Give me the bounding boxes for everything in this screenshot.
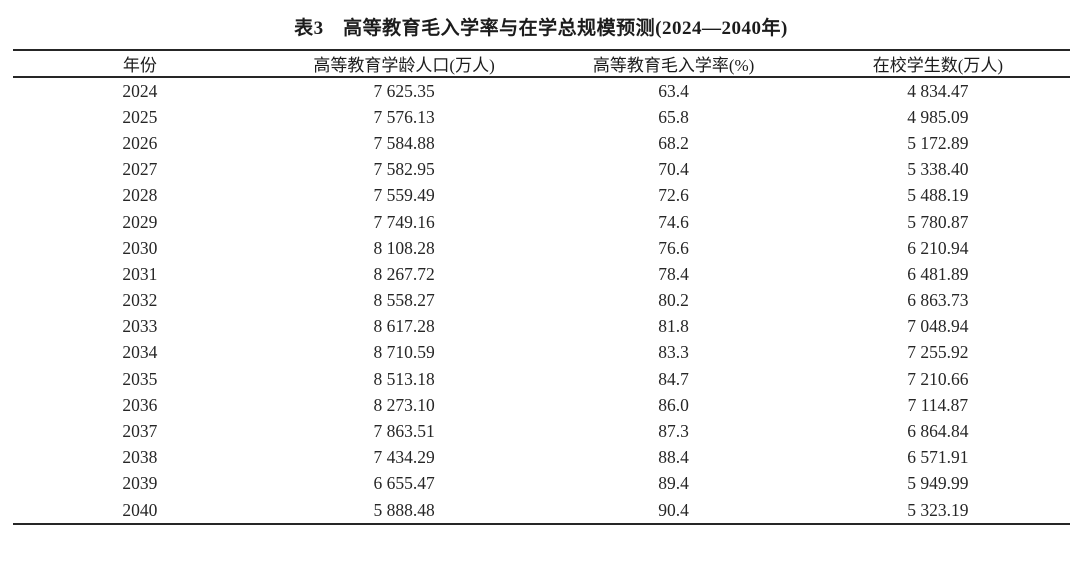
gross-enrollment-rate-cell: 83.3 [658,342,689,363]
table-row: 2029 7 749.16 74.6 5 780.87 [13,209,1070,235]
enrolled-students-cell: 6 864.84 [907,421,969,442]
school-age-population-cell: 7 582.95 [373,159,435,180]
school-age-population-cell: 8 267.72 [373,263,435,284]
gross-enrollment-rate-cell: 74.6 [658,211,689,232]
gross-enrollment-rate-cell: 68.2 [658,132,689,153]
table-row: 2038 7 434.29 88.4 6 571.91 [13,445,1070,471]
enrolled-students-cell: 5 172.89 [907,132,969,153]
table-row: 2031 8 267.72 78.4 6 481.89 [13,261,1070,287]
gross-enrollment-rate-cell: 76.6 [658,237,689,258]
school-age-population-cell: 6 655.47 [373,473,435,494]
table-row: 2025 7 576.13 65.8 4 985.09 [13,104,1070,130]
school-age-population-cell: 7 625.35 [373,80,435,101]
enrolled-students-cell: 5 323.19 [907,499,969,520]
enrolled-students-cell: 7 255.92 [907,342,969,363]
year-cell: 2031 [122,263,158,284]
school-age-population-cell: 5 888.48 [373,499,435,520]
table-row: 2024 7 625.35 63.4 4 834.47 [13,77,1070,104]
school-age-population-cell: 8 108.28 [373,237,435,258]
school-age-population-cell: 7 863.51 [373,421,435,442]
paper-table-figure: 表3 高等教育毛入学率与在学总规模预测(2024—2040年) 年份 高等教育学… [0,13,1082,561]
school-age-population-cell: 8 710.59 [373,342,435,363]
col-header-school-age-population: 高等教育学龄人口(万人) [313,56,495,75]
col-header-gross-enrollment-rate: 高等教育毛入学率(%) [592,56,755,75]
data-table: 年份 高等教育学龄人口(万人) 高等教育毛入学率(%) 在校学生数(万人) 20… [13,49,1070,526]
gross-enrollment-rate-cell: 72.6 [658,185,689,206]
year-cell: 2035 [122,368,158,389]
school-age-population-cell: 7 559.49 [373,185,435,206]
school-age-population-cell: 8 617.28 [373,316,435,337]
year-cell: 2029 [122,211,158,232]
enrolled-students-cell: 6 863.73 [907,290,969,311]
table-title: 表3 高等教育毛入学率与在学总规模预测(2024—2040年) [294,18,788,39]
gross-enrollment-rate-cell: 80.2 [658,290,689,311]
year-cell: 2030 [122,237,158,258]
enrolled-students-cell: 6 210.94 [907,237,969,258]
school-age-population-cell: 8 558.27 [373,290,435,311]
year-cell: 2027 [122,159,158,180]
school-age-population-cell: 7 584.88 [373,132,435,153]
table-row: 2028 7 559.49 72.6 5 488.19 [13,183,1070,209]
year-cell: 2028 [122,185,158,206]
enrolled-students-cell: 7 114.87 [907,394,969,415]
gross-enrollment-rate-cell: 84.7 [658,368,689,389]
gross-enrollment-rate-cell: 89.4 [658,473,689,494]
school-age-population-cell: 7 576.13 [373,106,435,127]
table-row: 2030 8 108.28 76.6 6 210.94 [13,235,1070,261]
table-row: 2037 7 863.51 87.3 6 864.84 [13,418,1070,444]
enrolled-students-cell: 5 780.87 [907,211,969,232]
table-row: 2039 6 655.47 89.4 5 949.99 [13,471,1070,497]
gross-enrollment-rate-cell: 86.0 [658,394,689,415]
enrolled-students-cell: 4 985.09 [907,106,969,127]
year-cell: 2038 [122,447,158,468]
table-row: 2040 5 888.48 90.4 5 323.19 [13,497,1070,524]
gross-enrollment-rate-cell: 70.4 [658,159,689,180]
enrolled-students-cell: 7 048.94 [907,316,969,337]
enrolled-students-cell: 5 488.19 [907,185,969,206]
school-age-population-cell: 8 513.18 [373,368,435,389]
school-age-population-cell: 7 434.29 [373,447,435,468]
table-row: 2034 8 710.59 83.3 7 255.92 [13,340,1070,366]
table-row: 2027 7 582.95 70.4 5 338.40 [13,157,1070,183]
table-body: 2024 7 625.35 63.4 4 834.47 2025 7 576.13 65.8… [13,77,1070,524]
school-age-population-cell: 7 749.16 [373,211,435,232]
year-cell: 2034 [122,342,158,363]
year-cell: 2037 [122,421,158,442]
enrolled-students-cell: 5 949.99 [907,473,969,494]
col-header-year: 年份 [122,56,157,75]
enrolled-students-cell: 6 481.89 [907,263,969,284]
gross-enrollment-rate-cell: 88.4 [658,447,689,468]
year-cell: 2026 [122,132,158,153]
gross-enrollment-rate-cell: 65.8 [658,106,689,127]
year-cell: 2032 [122,290,158,311]
year-cell: 2040 [122,499,158,520]
table-row: 2035 8 513.18 84.7 7 210.66 [13,366,1070,392]
year-cell: 2025 [122,106,158,127]
gross-enrollment-rate-cell: 78.4 [658,263,689,284]
table-row: 2033 8 617.28 81.8 7 048.94 [13,314,1070,340]
table-row: 2036 8 273.10 86.0 7 114.87 [13,392,1070,418]
table-row: 2032 8 558.27 80.2 6 863.73 [13,288,1070,314]
gross-enrollment-rate-cell: 90.4 [658,499,689,520]
year-cell: 2033 [122,316,158,337]
gross-enrollment-rate-cell: 87.3 [658,421,689,442]
enrolled-students-cell: 4 834.47 [907,80,969,101]
year-cell: 2036 [122,394,158,415]
enrolled-students-cell: 5 338.40 [907,159,969,180]
school-age-population-cell: 8 273.10 [373,394,435,415]
enrolled-students-cell: 7 210.66 [907,368,969,389]
enrolled-students-cell: 6 571.91 [907,447,969,468]
col-header-enrolled-students: 在校学生数(万人) [872,56,1004,75]
header-row: 年份 高等教育学龄人口(万人) 高等教育毛入学率(%) 在校学生数(万人) [13,50,1070,77]
gross-enrollment-rate-cell: 81.8 [658,316,689,337]
table-row: 2026 7 584.88 68.2 5 172.89 [13,130,1070,156]
year-cell: 2039 [122,473,158,494]
year-cell: 2024 [122,80,158,101]
gross-enrollment-rate-cell: 63.4 [658,80,689,101]
